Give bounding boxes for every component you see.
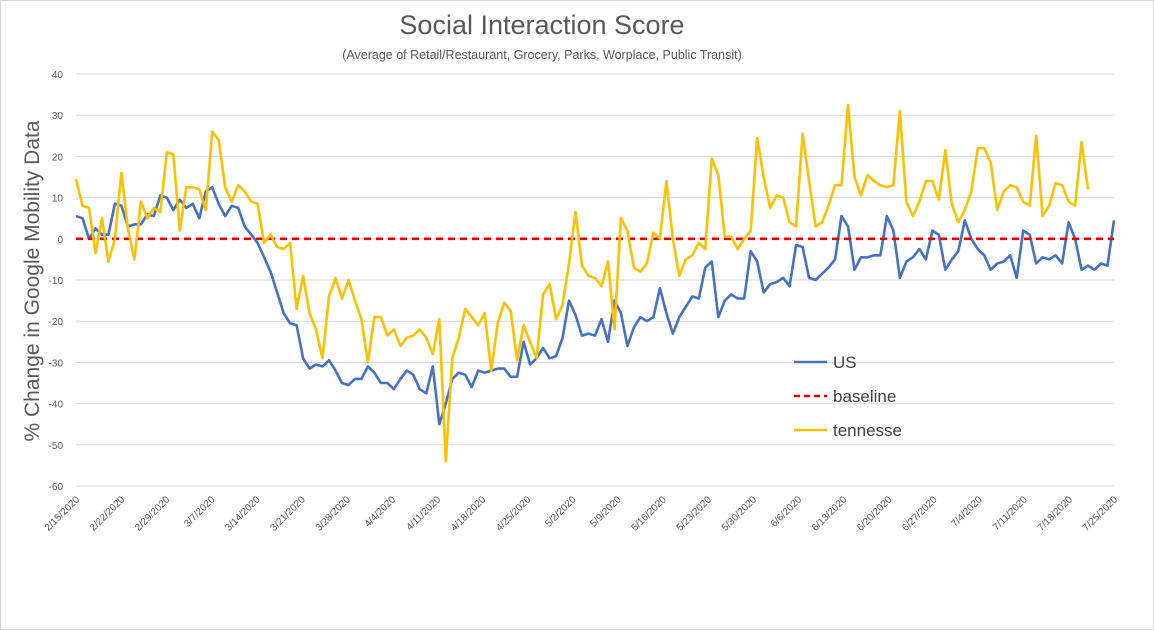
x-tick-label: 5/30/2020	[720, 494, 760, 534]
x-tick-label: 3/28/2020	[314, 494, 354, 534]
x-tick-label: 4/25/2020	[494, 494, 534, 534]
y-tick-label: -10	[49, 276, 64, 287]
legend: US baseline tennesse	[794, 353, 902, 440]
x-tick-label: 2/22/2020	[88, 494, 128, 534]
x-axis-ticks: 2/15/2020 2/22/2020 2/29/2020 3/7/2020 3/14/…	[43, 494, 1121, 534]
x-tick-label: 7/11/2020	[991, 494, 1030, 533]
legend-label-tennesse: tennesse	[833, 421, 902, 440]
x-tick-label: 5/9/2020	[588, 494, 624, 530]
x-tick-label: 5/16/2020	[630, 494, 670, 534]
y-axis-ticks: 40 30 20 10 0 -10 -20 -30 -40 -50 -60	[49, 70, 64, 493]
y-tick-label: 40	[52, 70, 64, 81]
legend-label-us: US	[833, 353, 857, 372]
y-tick-label: -50	[49, 441, 64, 452]
series-line-us	[75, 186, 1116, 426]
y-tick-label: -40	[49, 400, 64, 411]
x-tick-label: 4/11/2020	[404, 494, 443, 533]
x-tick-label: 6/27/2020	[900, 494, 940, 534]
x-tick-label: 3/21/2020	[269, 494, 309, 534]
legend-label-baseline: baseline	[833, 387, 896, 406]
y-tick-label: -20	[49, 317, 64, 328]
x-tick-label: 2/15/2020	[43, 494, 83, 534]
x-tick-label: 6/6/2020	[769, 494, 805, 530]
y-tick-label: 10	[52, 194, 64, 205]
series-lines	[74, 103, 1116, 463]
x-tick-label: 6/13/2020	[810, 494, 850, 534]
x-tick-label: 2/29/2020	[133, 494, 173, 534]
x-tick-label: 5/23/2020	[675, 494, 715, 534]
y-tick-label: 0	[57, 235, 63, 246]
chart-title: Social Interaction Score	[399, 10, 684, 40]
x-tick-label: 5/2/2020	[543, 494, 579, 530]
series-line-tennesse	[74, 103, 1090, 463]
x-tick-label: 6/20/2020	[855, 494, 895, 534]
chart-subtitle: (Average of Retail/Restaurant, Grocery, …	[342, 48, 741, 62]
y-tick-label: -30	[49, 358, 64, 369]
y-tick-label: 20	[52, 152, 64, 163]
x-tick-label: 3/14/2020	[223, 494, 263, 534]
x-tick-label: 4/4/2020	[363, 494, 399, 530]
x-tick-label: 4/18/2020	[449, 494, 489, 534]
y-axis-label: % Change in Google Mobility Data	[21, 120, 44, 441]
y-tick-label: -60	[49, 482, 64, 493]
x-tick-label: 7/4/2020	[949, 494, 985, 530]
x-tick-label: 7/25/2020	[1081, 494, 1121, 534]
x-tick-label: 3/7/2020	[182, 494, 218, 530]
y-tick-label: 30	[52, 111, 64, 122]
x-tick-label: 7/18/2020	[1036, 494, 1076, 534]
